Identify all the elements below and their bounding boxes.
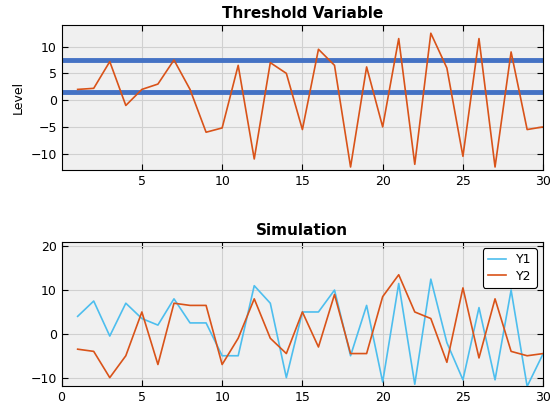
Y2 [492,297,498,302]
Y1 [123,301,129,306]
Y2 [155,362,161,367]
Y2 [444,360,450,365]
Y2 [283,351,290,356]
Y2 [90,349,97,354]
Y2 [203,303,209,308]
Y2 [412,310,418,315]
Y2 [123,353,129,358]
Y2 [331,292,338,297]
Y2 [363,351,370,356]
Y2 [475,355,482,360]
Y1 [460,377,466,382]
Y1 [90,299,97,304]
Y1 [540,351,547,356]
Y1 [363,303,370,308]
Y1 [444,340,450,345]
Y1 [475,305,482,310]
Y2 [74,346,81,352]
Y1 [219,353,226,358]
Y1 [299,310,306,315]
Y2 [186,303,193,308]
Y2 [299,310,306,315]
Y1 [155,323,161,328]
Y1 [283,375,290,380]
Y2 [540,351,547,356]
Y1 [412,382,418,387]
Y2 [427,316,434,321]
Y1 [508,288,515,293]
Line: Y2: Y2 [78,275,543,378]
Y1 [251,283,258,288]
Y1 [138,316,145,321]
Y1 [315,310,322,315]
Y2 [267,336,274,341]
Y2 [508,349,515,354]
Y2 [235,336,241,341]
Title: Threshold Variable: Threshold Variable [222,6,383,21]
Y1 [347,353,354,358]
Y1 [379,380,386,385]
Y2 [395,272,402,277]
Y1 [203,320,209,326]
Y1 [524,384,530,389]
Y2 [315,344,322,349]
Title: Simulation: Simulation [256,223,348,238]
Y1 [235,353,241,358]
Y1 [171,297,178,302]
Y1 [395,281,402,286]
Y1 [74,314,81,319]
Y-axis label: Level: Level [12,81,25,114]
Y2 [460,285,466,290]
Y1 [186,320,193,326]
Y1 [331,288,338,293]
Y2 [524,353,530,358]
Y1 [106,333,113,339]
Legend: Y1, Y2: Y1, Y2 [483,248,537,288]
Y1 [492,377,498,382]
Y1 [267,301,274,306]
Y2 [379,294,386,299]
Y2 [347,351,354,356]
Y2 [171,301,178,306]
Line: Y1: Y1 [78,279,543,386]
Y2 [138,310,145,315]
Y2 [219,362,226,367]
Y1 [427,277,434,282]
Y2 [251,297,258,302]
Y2 [106,375,113,380]
